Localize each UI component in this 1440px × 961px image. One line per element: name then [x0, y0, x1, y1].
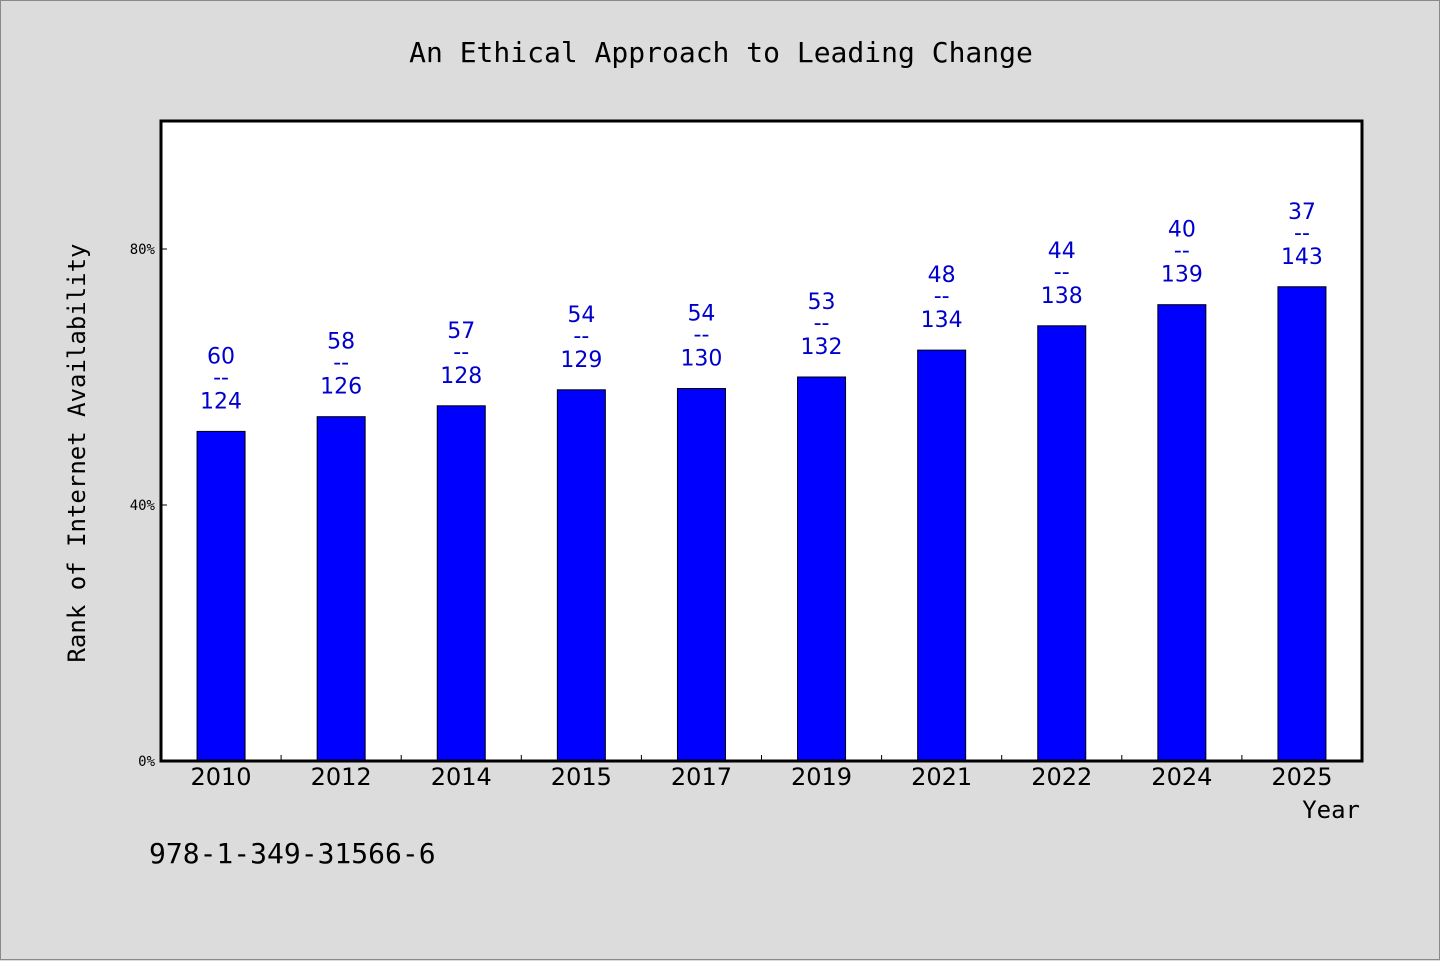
x-tick-label-2010: 2010 [191, 763, 252, 791]
bar-2024 [1157, 304, 1207, 762]
bar-2015 [556, 389, 606, 762]
data-label-2021-mid: -- [934, 284, 950, 309]
bar-2021 [917, 349, 967, 762]
x-tick-label-2015: 2015 [551, 763, 612, 791]
data-label-2010-mid: -- [213, 365, 229, 390]
x-axis-ticks: 2010 2012 2014 2015 2017 2019 2021 2022 2024 2025 [191, 755, 1332, 791]
x-tick-label-2022: 2022 [1031, 763, 1092, 791]
isbn-footer: 978-1-349-31566-6 [149, 837, 436, 870]
x-tick-label-2012: 2012 [311, 763, 372, 791]
y-tick-label-40: 40% [130, 498, 156, 514]
data-label-2025-bottom: 143 [1281, 245, 1323, 270]
bar-2019 [797, 376, 847, 762]
x-tick-label-2021: 2021 [911, 763, 972, 791]
bar-2017 [676, 388, 726, 762]
data-label-2015-bottom: 129 [560, 348, 602, 373]
data-label-2021-top: 48 [928, 263, 956, 288]
data-label-2017-bottom: 130 [680, 347, 722, 372]
data-label-2022-bottom: 138 [1041, 284, 1083, 309]
x-tick-label-2014: 2014 [431, 763, 492, 791]
data-label-2010-top: 60 [207, 344, 235, 369]
data-label-2010-bottom: 124 [200, 389, 242, 414]
data-label-2012-mid: -- [333, 351, 349, 376]
y-tick-label-80: 80% [130, 242, 156, 258]
data-label-2012-bottom: 126 [320, 375, 362, 400]
data-label-2019-mid: -- [814, 311, 830, 336]
bars-layer [196, 286, 1327, 762]
chart-title: An Ethical Approach to Leading Change [409, 36, 1033, 69]
data-label-2022-top: 44 [1048, 239, 1076, 264]
data-label-2019-top: 53 [808, 290, 836, 315]
data-label-2024-bottom: 139 [1161, 263, 1203, 288]
data-label-2014-top: 57 [447, 319, 475, 344]
data-label-2024-mid: -- [1174, 239, 1190, 264]
x-tick-label-2025: 2025 [1271, 763, 1332, 791]
data-label-2022-mid: -- [1054, 260, 1070, 285]
data-label-2017-mid: -- [694, 323, 710, 348]
bar-2025 [1277, 286, 1327, 762]
y-axis-label: Rank of Internet Availability [63, 243, 91, 662]
bar-2014 [436, 405, 486, 762]
data-label-2025-mid: -- [1294, 221, 1310, 246]
bar-2010 [196, 430, 246, 762]
data-label-2025-top: 37 [1288, 200, 1316, 225]
plot-border [159, 119, 1364, 763]
x-tick-label-2019: 2019 [791, 763, 852, 791]
data-labels-layer: 60--12458--12657--12854--12954--13053--1… [200, 200, 1323, 415]
data-label-2014-bottom: 128 [440, 364, 482, 389]
data-label-2012-top: 58 [327, 330, 355, 355]
data-label-2024-top: 40 [1168, 218, 1196, 243]
data-label-2015-top: 54 [567, 303, 595, 328]
bar-2012 [316, 416, 366, 762]
x-axis-label: Year [1302, 796, 1360, 824]
data-label-2019-bottom: 132 [801, 335, 843, 360]
data-label-2015-mid: -- [573, 324, 589, 349]
data-label-2017-top: 54 [687, 302, 715, 327]
x-tick-label-2024: 2024 [1151, 763, 1212, 791]
x-tick-label-2017: 2017 [671, 763, 732, 791]
y-tick-label-0: 0% [138, 754, 155, 770]
data-label-2014-mid: -- [453, 340, 469, 365]
data-label-2021-bottom: 134 [921, 308, 963, 333]
bar-2022 [1037, 325, 1087, 762]
